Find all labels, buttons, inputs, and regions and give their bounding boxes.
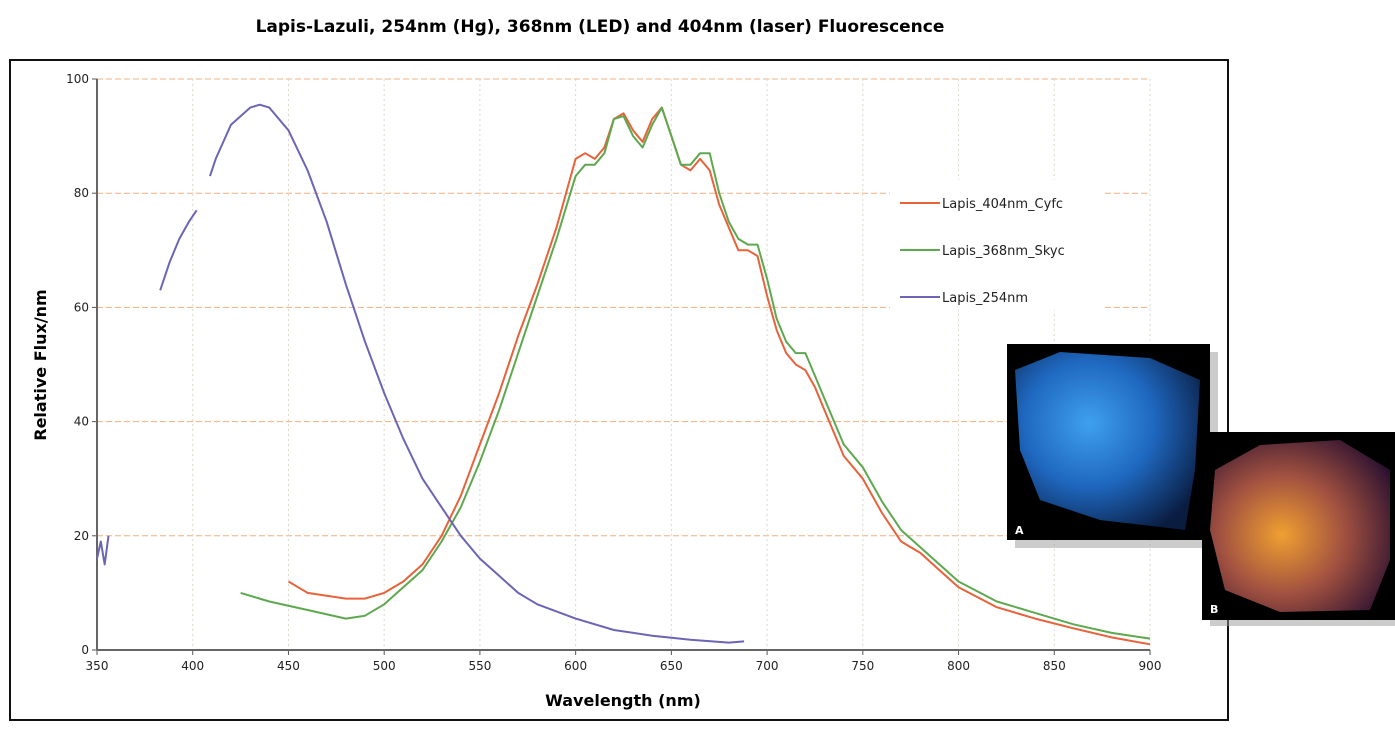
photo-b-stone <box>1210 440 1390 612</box>
x-tick-label: 550 <box>468 659 491 673</box>
series-line <box>240 106 1151 640</box>
y-tick-label: 20 <box>74 529 89 543</box>
x-tick-label: 850 <box>1043 659 1066 673</box>
legend-label: Lapis_254nm <box>942 291 1028 306</box>
photo-a-label: A <box>1015 524 1024 537</box>
legend-box <box>890 180 1105 310</box>
chart-title: Lapis-Lazuli, 254nm (Hg), 368nm (LED) an… <box>256 17 945 37</box>
x-tick-label: 900 <box>1139 659 1162 673</box>
x-tick-label: 500 <box>373 659 396 673</box>
x-tick-label: 600 <box>564 659 587 673</box>
y-tick-label: 100 <box>66 72 89 86</box>
x-tick-label: 750 <box>851 659 874 673</box>
y-tick-label: 0 <box>81 643 89 657</box>
legend-label: Lapis_404nm_Cyfc <box>942 197 1063 212</box>
photo-a-stone <box>1015 352 1200 530</box>
x-tick-label: 400 <box>181 659 204 673</box>
photo-b-label: B <box>1210 603 1218 616</box>
legend-label: Lapis_368nm_Skyc <box>942 244 1065 259</box>
chart-frame <box>9 59 1229 721</box>
x-axis-label: Wavelength (nm) <box>545 691 701 710</box>
y-tick-label: 80 <box>74 186 89 200</box>
x-tick-label: 450 <box>277 659 300 673</box>
x-tick-label: 350 <box>86 659 109 673</box>
x-tick-label: 700 <box>756 659 779 673</box>
x-tick-label: 800 <box>947 659 970 673</box>
series-line <box>96 103 745 644</box>
y-tick-label: 40 <box>74 415 89 429</box>
x-tick-label: 650 <box>660 659 683 673</box>
y-axis-label: Relative Flux/nm <box>31 289 50 440</box>
y-tick-label: 60 <box>74 300 89 314</box>
